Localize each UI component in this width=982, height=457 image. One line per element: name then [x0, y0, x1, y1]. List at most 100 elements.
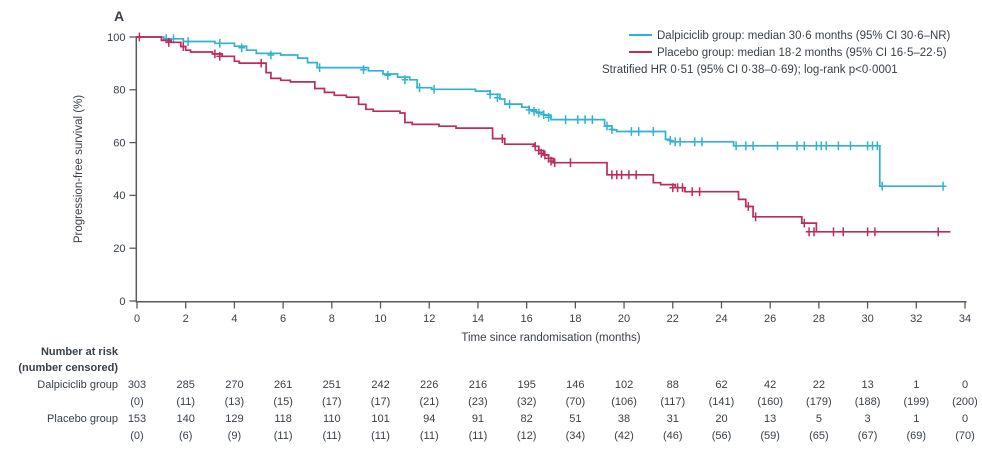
risk-at-risk-value: 88	[667, 379, 679, 391]
risk-at-risk-value: 195	[517, 379, 535, 391]
x-tick-label: 12	[423, 313, 435, 325]
risk-at-risk-value: 153	[128, 413, 146, 425]
risk-at-risk-value: 129	[225, 413, 243, 425]
x-tick-label: 20	[618, 313, 630, 325]
risk-censored-value: (0)	[130, 396, 143, 408]
risk-censored-value: (106)	[611, 396, 637, 408]
risk-at-risk-value: 102	[615, 379, 633, 391]
risk-censored-value: (17)	[322, 396, 342, 408]
risk-at-risk-value: 62	[715, 379, 727, 391]
risk-at-risk-value: 42	[764, 379, 776, 391]
y-tick-label: 40	[113, 190, 125, 202]
risk-censored-value: (11)	[469, 430, 488, 442]
risk-censored-value: (13)	[225, 396, 245, 408]
x-tick-label: 4	[231, 313, 237, 325]
risk-at-risk-value: 82	[521, 413, 533, 425]
x-tick-label: 0	[134, 313, 140, 325]
x-tick-label: 32	[910, 313, 922, 325]
risk-at-risk-value: 251	[323, 379, 341, 391]
legend: Dalpiciclib group: median 30·6 months (9…	[602, 30, 951, 76]
risk-at-risk-value: 13	[764, 413, 776, 425]
km-curve-dalpiciclib	[137, 36, 944, 188]
risk-censored-value: (11)	[274, 430, 293, 442]
x-tick-label: 8	[329, 313, 335, 325]
risk-row-label-dalpiciclib: Dalpiciclib group	[37, 379, 118, 391]
risk-censored-value: (0)	[130, 430, 143, 442]
x-tick-label: 6	[280, 313, 286, 325]
risk-censored-value: (11)	[176, 396, 195, 408]
risk-at-risk-value: 270	[225, 379, 243, 391]
risk-censored-value: (65)	[809, 430, 829, 442]
x-tick-label: 30	[861, 313, 873, 325]
risk-censored-value: (32)	[517, 396, 537, 408]
risk-at-risk-value: 110	[323, 413, 341, 425]
risk-at-risk-value: 146	[566, 379, 584, 391]
x-tick-label: 10	[374, 313, 386, 325]
risk-at-risk-value: 0	[962, 413, 968, 425]
risk-censored-value: (11)	[371, 430, 390, 442]
risk-at-risk-value: 94	[423, 413, 435, 425]
risk-values: 303 285 270 261 251 242 226 216 195 146 102 88 62 42 2…	[128, 379, 978, 442]
y-tick-label: 20	[113, 243, 125, 255]
risk-table-subtitle: (number censored)	[18, 362, 118, 374]
risk-at-risk-value: 1	[913, 413, 919, 425]
x-axis-title: Time since randomisation (months)	[461, 332, 640, 344]
risk-censored-value: (117)	[660, 396, 685, 408]
risk-at-risk-value: 3	[865, 413, 871, 425]
risk-at-risk-value: 38	[618, 413, 630, 425]
risk-censored-value: (179)	[806, 396, 832, 408]
risk-at-risk-value: 5	[816, 413, 822, 425]
risk-at-risk-value: 0	[962, 379, 968, 391]
risk-censored-value: (56)	[712, 430, 732, 442]
risk-at-risk-value: 242	[371, 379, 389, 391]
risk-at-risk-value: 1	[913, 379, 919, 391]
x-tick-label: 14	[472, 313, 484, 325]
censor-marks-placebo	[136, 32, 942, 237]
y-tick-label: 0	[119, 296, 125, 308]
y-tick-label: 80	[113, 85, 125, 97]
risk-at-risk-value: 20	[715, 413, 727, 425]
legend-label-dalpiciclib: Dalpiciclib group: median 30·6 months (9…	[657, 30, 951, 42]
risk-censored-value: (23)	[468, 396, 488, 408]
risk-at-risk-value: 51	[569, 413, 581, 425]
risk-table: Number at risk (number censored) Dalpici…	[18, 346, 977, 442]
risk-at-risk-value: 216	[469, 379, 487, 391]
censor-marks-dalpiciclib	[162, 34, 947, 191]
risk-at-risk-value: 91	[472, 413, 484, 425]
panel-label: A	[114, 8, 124, 24]
x-tick-label: 24	[715, 313, 727, 325]
risk-at-risk-value: 285	[177, 379, 195, 391]
x-tick-label: 18	[569, 313, 581, 325]
survival-curves	[136, 32, 951, 237]
x-tick-label: 26	[764, 313, 776, 325]
risk-censored-value: (17)	[371, 396, 391, 408]
risk-at-risk-value: 226	[420, 379, 438, 391]
risk-row-label-placebo: Placebo group	[47, 413, 118, 425]
risk-censored-value: (15)	[273, 396, 293, 408]
risk-censored-value: (59)	[760, 430, 780, 442]
x-tick-label: 16	[521, 313, 533, 325]
x-tick-label: 22	[667, 313, 679, 325]
x-tick-label: 34	[959, 313, 971, 325]
risk-at-risk-value: 140	[177, 413, 195, 425]
risk-censored-value: (188)	[855, 396, 881, 408]
risk-at-risk-value: 22	[813, 379, 825, 391]
legend-label-placebo: Placebo group: median 18·2 months (95% C…	[657, 47, 947, 59]
risk-censored-value: (21)	[419, 396, 439, 408]
risk-censored-value: (70)	[566, 396, 586, 408]
risk-at-risk-value: 31	[667, 413, 679, 425]
risk-censored-value: (199)	[903, 396, 929, 408]
risk-at-risk-value: 303	[128, 379, 146, 391]
x-tick-label: 2	[183, 313, 189, 325]
risk-censored-value: (12)	[517, 430, 537, 442]
risk-censored-value: (42)	[614, 430, 634, 442]
x-tick-label: 28	[813, 313, 825, 325]
risk-censored-value: (70)	[955, 430, 975, 442]
risk-table-title: Number at risk	[41, 346, 119, 358]
risk-at-risk-value: 101	[371, 413, 389, 425]
risk-censored-value: (11)	[322, 430, 341, 442]
risk-censored-value: (6)	[179, 430, 192, 442]
